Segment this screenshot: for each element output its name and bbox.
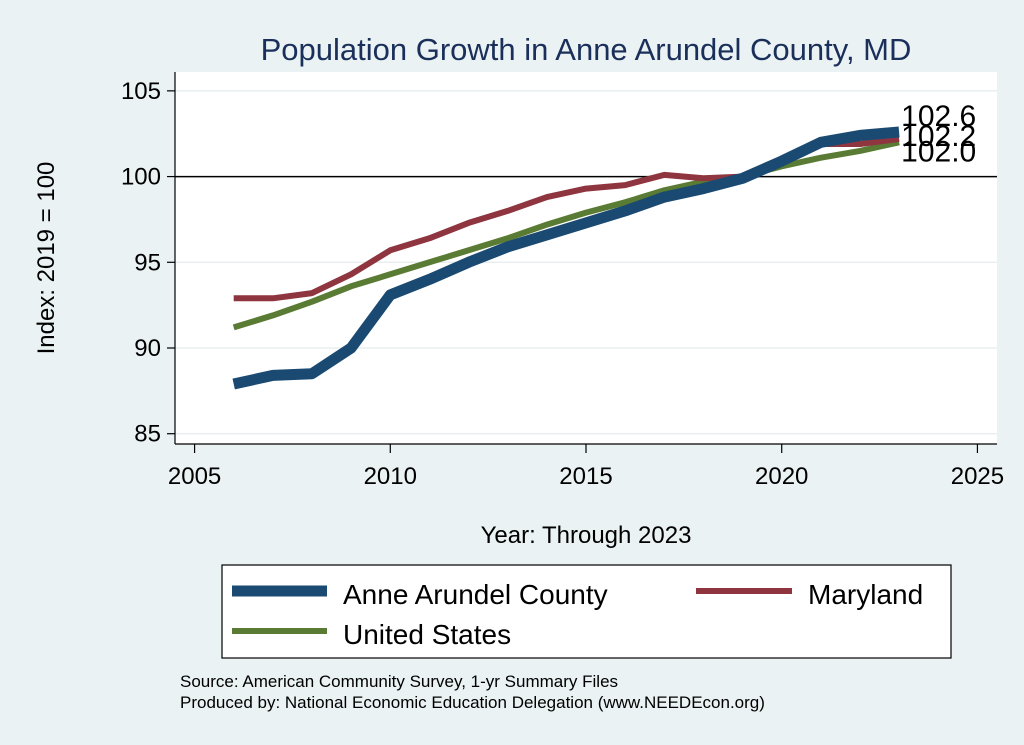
x-tick-label-2005: 2005 (168, 463, 221, 490)
y-axis-ticks: 85 90 95 100 105 (121, 78, 175, 448)
legend-label-maryland: Maryland (808, 579, 923, 610)
y-axis-label: Index: 2019 = 100 (33, 162, 60, 355)
legend-label-anne-arundel: Anne Arundel County (343, 579, 608, 610)
y-tick-label-85: 85 (134, 421, 161, 448)
source-line-2: Produced by: National Economic Education… (180, 693, 765, 712)
chart-title: Population Growth in Anne Arundel County… (261, 32, 912, 67)
x-axis-label: Year: Through 2023 (481, 522, 692, 549)
x-tick-label-2015: 2015 (559, 463, 612, 490)
end-label-maryland: 102.2 (901, 120, 976, 153)
source-line-1: Source: American Community Survey, 1-yr … (180, 672, 618, 691)
legend-box (221, 564, 952, 659)
end-label-united-states: 102.0 (901, 135, 976, 168)
y-tick-label-100: 100 (121, 164, 161, 191)
series-line-anne-arundel (232, 126, 900, 390)
y-tick-label-90: 90 (134, 335, 161, 362)
series-lines (232, 126, 900, 390)
x-tick-label-2010: 2010 (364, 463, 417, 490)
plot-area (175, 72, 997, 444)
y-tick-label-95: 95 (134, 249, 161, 276)
legend-label-united-states: United States (343, 619, 511, 650)
x-tick-label-2025: 2025 (951, 463, 1004, 490)
y-tick-label-105: 105 (121, 78, 161, 105)
end-label-anne-arundel: 102.6 (901, 100, 976, 133)
x-tick-label-2020: 2020 (755, 463, 808, 490)
series-line-united-states (232, 139, 900, 331)
legend: Anne Arundel County Maryland United Stat… (221, 564, 952, 659)
x-axis-ticks: 2005 2010 2015 2020 2025 (168, 444, 1004, 490)
